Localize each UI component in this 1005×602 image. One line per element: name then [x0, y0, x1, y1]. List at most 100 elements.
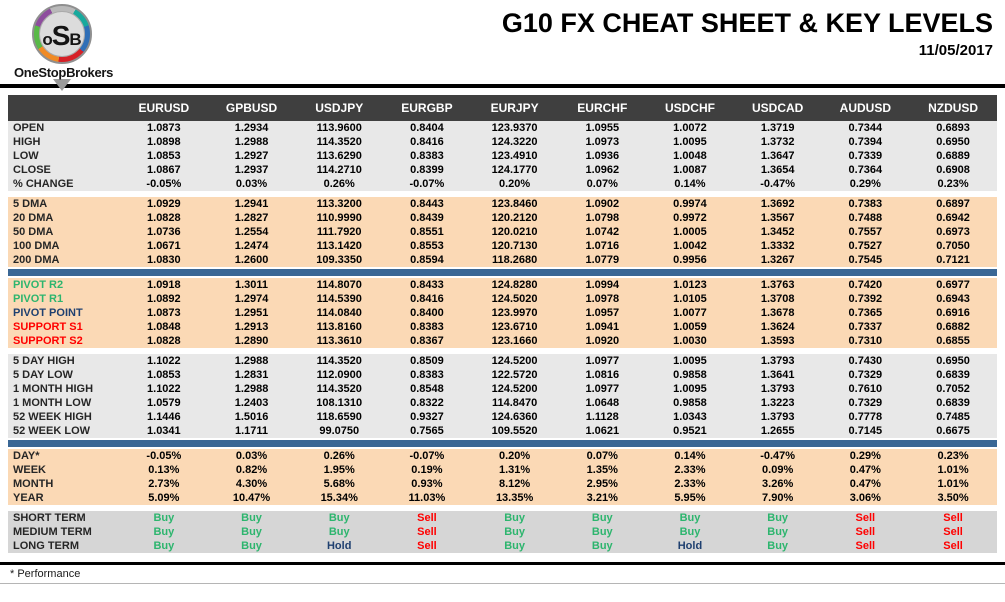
cell-usdchf: 0.9521 — [646, 424, 734, 439]
cell-nzdusd: Sell — [909, 511, 997, 525]
footnote: * Performance — [10, 568, 81, 580]
cell-eurgbp: 0.8509 — [383, 354, 471, 368]
column-header-gpbusd: GPBUSD — [207, 95, 296, 121]
corner-cell — [8, 95, 120, 121]
cell-eurgbp: 0.93% — [383, 477, 471, 491]
cell-eurusd: 1.0873 — [120, 121, 208, 135]
cell-eurusd: 1.1022 — [120, 354, 208, 368]
cell-usdchf: 0.9956 — [646, 253, 734, 268]
cell-usdjpy: 0.26% — [295, 177, 384, 191]
cell-audusd: 0.7392 — [821, 292, 910, 306]
cell-eurchf: Buy — [558, 511, 647, 525]
cell-gpbusd: 1.2988 — [207, 354, 296, 368]
cell-usdjpy: Buy — [295, 511, 384, 525]
brand-name: OneStopBrokers — [14, 65, 114, 80]
table-row: 52 WEEK LOW 1.0341 1.1711 99.0750 0.7565 109.… — [8, 424, 997, 439]
cell-gpbusd: Buy — [207, 539, 296, 553]
logo-letter-b: B — [69, 30, 82, 49]
divider-row — [8, 505, 997, 511]
cell-usdjpy: 113.9600 — [295, 121, 384, 135]
cell-usdjpy: 111.7920 — [295, 225, 384, 239]
row-label: % CHANGE — [8, 177, 120, 191]
cell-usdcad: 1.3793 — [733, 354, 822, 368]
logo-letter-s: S — [51, 20, 71, 51]
cell-eurusd: 1.0848 — [120, 320, 208, 334]
cell-eurusd: 1.0918 — [120, 277, 208, 292]
table-row: LOW 1.0853 1.2927 113.6290 0.8383 123.4910 1.0… — [8, 149, 997, 163]
cell-eurgbp: 0.8367 — [383, 334, 471, 348]
cell-nzdusd: 0.6950 — [909, 354, 997, 368]
divider-gap — [8, 191, 997, 197]
cell-usdjpy: 114.0840 — [295, 306, 384, 320]
cell-eurchf: 1.0955 — [558, 121, 647, 135]
table-head: EURUSD GPBUSD USDJPY EURGBP EURJPY EURCHF USDC… — [8, 95, 997, 121]
cell-nzdusd: 0.6943 — [909, 292, 997, 306]
row-label: 50 DMA — [8, 225, 120, 239]
cell-usdchf: 1.0077 — [646, 306, 734, 320]
cell-usdcad: 1.3647 — [733, 149, 822, 163]
cell-nzdusd: 0.6950 — [909, 135, 997, 149]
cell-eurgbp: 0.8400 — [383, 306, 471, 320]
cell-eurgbp: Sell — [383, 539, 471, 553]
cell-eurchf: 1.0742 — [558, 225, 647, 239]
table-row: YEAR 5.09% 10.47% 15.34% 11.03% 13.35% 3.21% 5.… — [8, 491, 997, 505]
final-rule — [0, 583, 1005, 584]
cell-eurchf: 1.0978 — [558, 292, 647, 306]
cell-usdjpy: 114.2710 — [295, 163, 384, 177]
cell-eurchf: 1.0994 — [558, 277, 647, 292]
cell-eurchf: Buy — [558, 525, 647, 539]
cell-eurgbp: Sell — [383, 511, 471, 525]
report-date: 11/05/2017 — [918, 42, 993, 59]
cell-eurgbp: 0.8383 — [383, 149, 471, 163]
cell-audusd: 0.7145 — [821, 424, 910, 439]
cell-eurgbp: 0.8399 — [383, 163, 471, 177]
cell-usdjpy: 15.34% — [295, 491, 384, 505]
cell-eurusd: 1.0892 — [120, 292, 208, 306]
cell-eurjpy: 120.0210 — [470, 225, 559, 239]
cell-eurchf: 1.0941 — [558, 320, 647, 334]
cell-eurjpy: 123.9970 — [470, 306, 559, 320]
cell-nzdusd: 0.6839 — [909, 396, 997, 410]
table-row: LONG TERM Buy Buy Hold Sell Buy Buy Hold Buy Sell… — [8, 539, 997, 553]
cell-eurusd: 5.09% — [120, 491, 208, 505]
cell-eurchf: 2.95% — [558, 477, 647, 491]
cell-gpbusd: 0.82% — [207, 463, 296, 477]
cell-eurusd: Buy — [120, 525, 208, 539]
cell-eurgbp: 0.8594 — [383, 253, 471, 268]
cell-nzdusd: 0.6882 — [909, 320, 997, 334]
cell-usdchf: 0.9974 — [646, 197, 734, 211]
cell-eurusd: 1.0828 — [120, 334, 208, 348]
cell-usdjpy: 1.95% — [295, 463, 384, 477]
column-header-eurjpy: EURJPY — [470, 95, 559, 121]
row-label: 1 MONTH HIGH — [8, 382, 120, 396]
cell-eurusd: Buy — [120, 539, 208, 553]
cell-gpbusd: 1.2988 — [207, 382, 296, 396]
divider-cell — [8, 348, 997, 354]
cell-eurchf: 1.0920 — [558, 334, 647, 348]
table-row: DAY* -0.05% 0.03% 0.26% -0.07% 0.20% 0.07% 0.14… — [8, 448, 997, 463]
cell-usdjpy: 112.0900 — [295, 368, 384, 382]
cell-nzdusd: 0.6942 — [909, 211, 997, 225]
cell-usdchf: 1.0030 — [646, 334, 734, 348]
table-row: SUPPORT S1 1.0848 1.2913 113.8160 0.8383 123.… — [8, 320, 997, 334]
cell-usdjpy: 114.5390 — [295, 292, 384, 306]
cell-usdjpy: 113.8160 — [295, 320, 384, 334]
table-row: 50 DMA 1.0736 1.2554 111.7920 0.8551 120.0210… — [8, 225, 997, 239]
column-header-eurusd: EURUSD — [120, 95, 208, 121]
column-header-nzdusd: NZDUSD — [909, 95, 997, 121]
divider-row — [8, 438, 997, 449]
cell-eurusd: 1.0671 — [120, 239, 208, 253]
cell-eurgbp: 0.7565 — [383, 424, 471, 439]
cell-nzdusd: 1.01% — [909, 477, 997, 491]
cell-nzdusd: 0.6977 — [909, 277, 997, 292]
cell-usdcad: 3.26% — [733, 477, 822, 491]
divider-bar — [8, 438, 997, 449]
cell-usdjpy: 114.3520 — [295, 354, 384, 368]
cell-eurjpy: 123.6710 — [470, 320, 559, 334]
cell-eurjpy: 8.12% — [470, 477, 559, 491]
cell-eurusd: 1.0853 — [120, 368, 208, 382]
cell-gpbusd: 1.2974 — [207, 292, 296, 306]
row-label: MONTH — [8, 477, 120, 491]
cell-gpbusd: 1.2890 — [207, 334, 296, 348]
